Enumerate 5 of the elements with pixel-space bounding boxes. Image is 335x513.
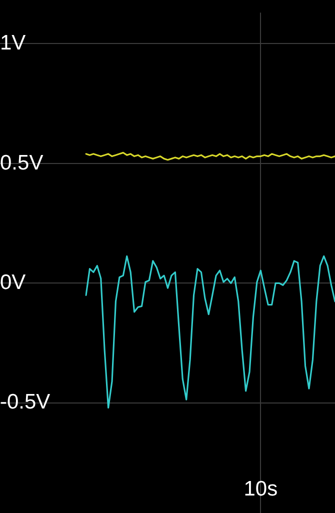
x-tick-label: 10s (244, 477, 278, 500)
y-tick-label: 0.5V (0, 151, 44, 174)
y-tick-label: 1V (0, 32, 26, 55)
y-tick-label: 0V (0, 271, 26, 294)
y-tick-label: -0.5V (0, 390, 50, 414)
